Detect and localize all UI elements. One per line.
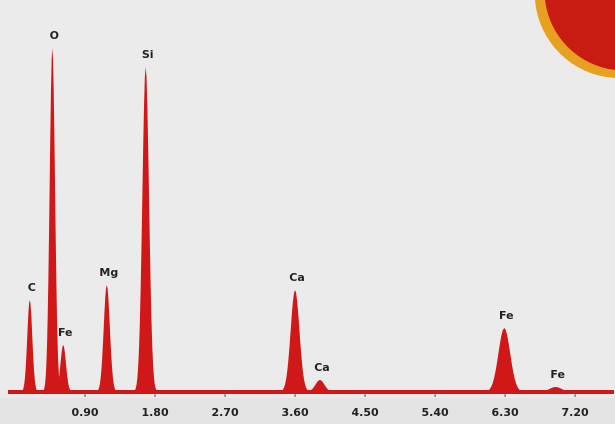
peak	[52, 345, 75, 392]
peak-label: O	[50, 29, 59, 42]
peak-label: Fe	[58, 326, 73, 339]
peak	[277, 290, 313, 392]
peak-label: C	[28, 281, 36, 294]
x-tick-label: 0.90	[71, 406, 98, 419]
peak	[480, 328, 528, 392]
x-tick-label: 1.80	[141, 406, 168, 419]
peak-label: Mg	[99, 266, 118, 279]
peak	[19, 300, 40, 392]
corner-decoration	[540, 0, 615, 70]
peak	[132, 67, 159, 392]
x-tick-label: 6.30	[492, 406, 519, 419]
x-tick-label: 5.40	[422, 406, 449, 419]
x-tick-label: 3.60	[281, 406, 308, 419]
peak-label: Fe	[499, 309, 514, 322]
axis-band	[0, 398, 615, 424]
x-tick-label: 4.50	[351, 406, 378, 419]
x-tick-label: 2.70	[211, 406, 238, 419]
peak	[94, 285, 119, 392]
x-tick-label: 7.20	[562, 406, 589, 419]
peak	[41, 48, 63, 392]
peak-label: Fe	[550, 368, 565, 381]
corner-decoration	[535, 0, 615, 78]
peak	[530, 387, 581, 392]
peak-label: Ca	[314, 361, 330, 374]
peak-label: Si	[142, 48, 154, 61]
peak-label: Ca	[289, 271, 305, 284]
peak	[301, 380, 339, 392]
